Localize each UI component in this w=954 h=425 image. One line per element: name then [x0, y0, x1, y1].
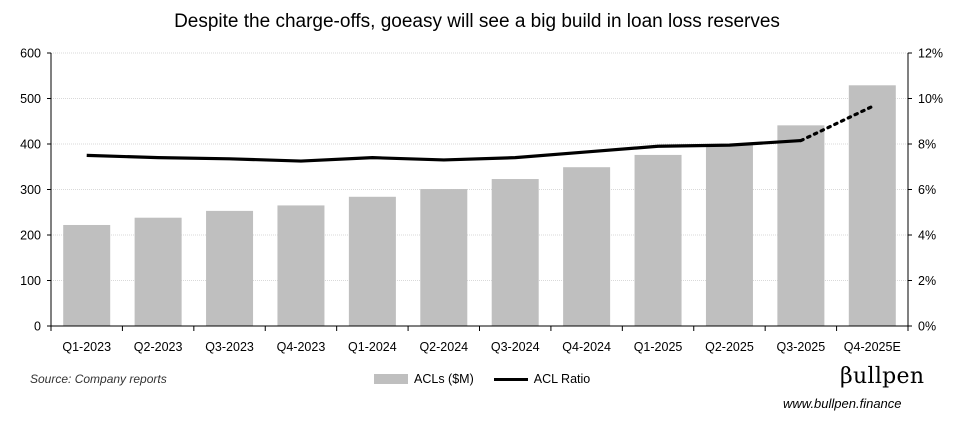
category-label: Q3-2024 — [491, 340, 540, 354]
left-axis-ticks: 0 100 200 300 400 500 600 — [20, 47, 41, 334]
left-tick-label: 100 — [20, 274, 41, 288]
category-label: Q2-2024 — [419, 340, 468, 354]
bar — [491, 179, 539, 326]
bar — [206, 210, 254, 326]
bar — [777, 125, 825, 326]
legend: ACLs ($M) ACL Ratio — [374, 372, 590, 386]
right-tick-label: 12% — [918, 47, 943, 61]
legend-bar-label: ACLs ($M) — [414, 372, 474, 386]
bar — [848, 85, 896, 327]
legend-line-swatch — [493, 377, 528, 381]
category-labels: Q1-2023 Q2-2023 Q3-2023 Q4-2023 Q1-2024 Q2-20… — [62, 340, 900, 354]
right-tick-label: 0% — [918, 320, 936, 334]
right-tick-label: 4% — [918, 229, 936, 243]
category-label: Q1-2023 — [62, 340, 111, 354]
right-axis-ticks: 0% 2% 4% 6% 8% 10% 12% — [918, 47, 943, 334]
category-label: Q2-2023 — [134, 340, 183, 354]
brand-logo: βullpen — [840, 364, 925, 389]
category-label: Q1-2024 — [348, 340, 397, 354]
legend-line-label: ACL Ratio — [533, 372, 591, 386]
acl-ratio-line-forecast — [799, 104, 874, 143]
acl-ratio-line — [86, 104, 874, 163]
bar — [63, 224, 111, 326]
bar — [277, 205, 325, 326]
legend-bar-swatch — [374, 374, 408, 384]
right-tick-label: 6% — [918, 183, 936, 197]
category-label: Q3-2025 — [777, 340, 826, 354]
bars — [63, 85, 896, 327]
right-tick-label: 8% — [918, 138, 936, 152]
bar — [348, 196, 396, 326]
source-note: Source: Company reports — [30, 372, 167, 386]
category-label: Q4-2024 — [562, 340, 611, 354]
right-tick-label: 10% — [918, 92, 943, 106]
bar — [563, 167, 611, 326]
category-label: Q4-2023 — [277, 340, 326, 354]
axes — [47, 52, 912, 331]
left-tick-label: 200 — [20, 229, 41, 243]
left-tick-label: 0 — [34, 320, 41, 334]
chart-title: Despite the charge-offs, goeasy will see… — [174, 11, 780, 32]
website-link: www.bullpen.finance — [783, 396, 902, 411]
bar — [420, 189, 468, 326]
left-tick-label: 300 — [20, 183, 41, 197]
left-tick-label: 600 — [20, 47, 41, 61]
category-label: Q4-2025E — [844, 340, 901, 354]
acl-ratio-line-solid — [86, 138, 801, 163]
right-tick-label: 2% — [918, 274, 936, 288]
category-label: Q3-2023 — [205, 340, 254, 354]
bar — [705, 144, 753, 326]
left-tick-label: 500 — [20, 92, 41, 106]
category-label: Q2-2025 — [705, 340, 754, 354]
category-label: Q1-2025 — [634, 340, 683, 354]
gridlines — [51, 52, 908, 281]
bar — [134, 217, 182, 326]
left-tick-label: 400 — [20, 138, 41, 152]
bar — [634, 154, 682, 326]
